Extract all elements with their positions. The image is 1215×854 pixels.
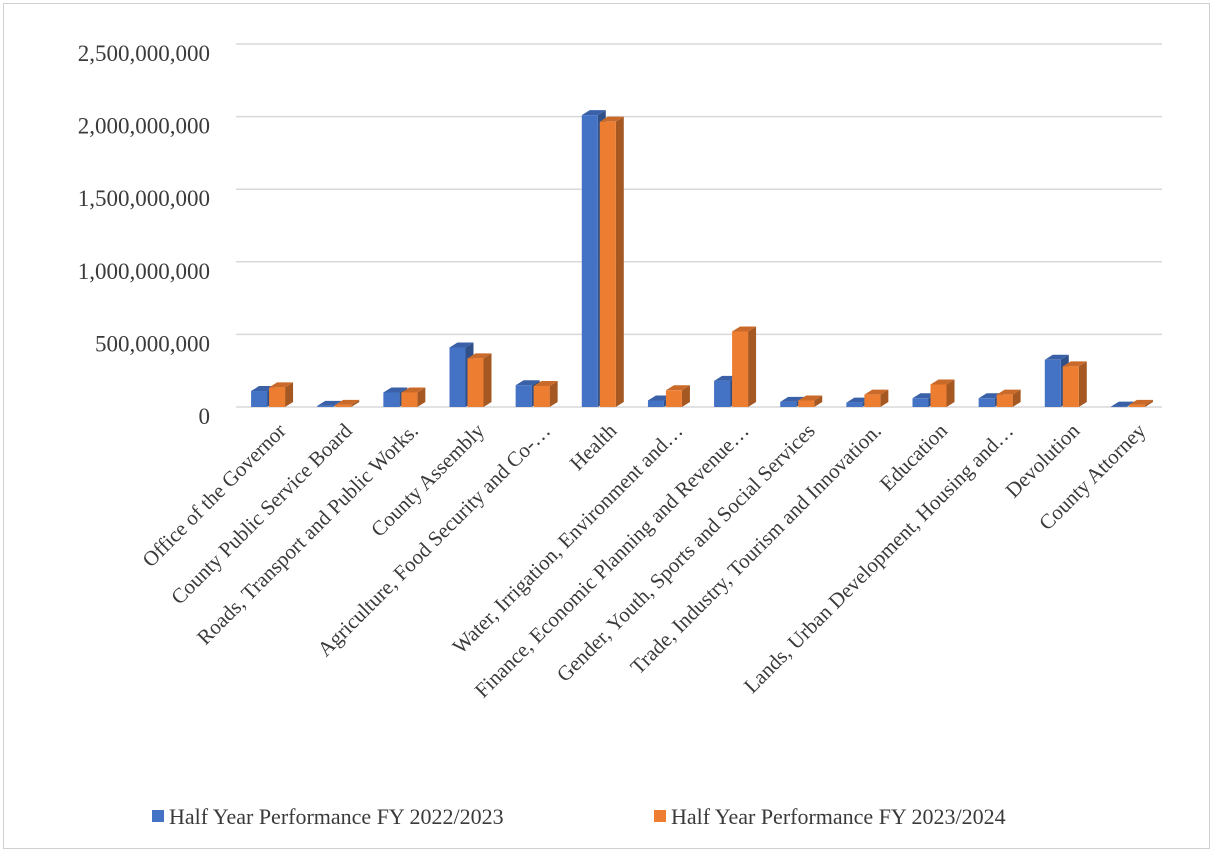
bar-fy2023-2024 [930,379,955,407]
y-tick-label: 500,000,000 [95,331,210,356]
legend-label: Half Year Performance FY 2023/2024 [671,804,1006,829]
legend-item: Half Year Performance FY 2022/2023 [152,804,504,829]
legend-swatch [654,810,666,822]
bar-fy2023-2024 [864,389,889,407]
x-category-label: County Assembly [366,418,489,541]
bar-fy2023-2024 [1128,399,1153,407]
bar-fy2023-2024 [533,380,558,407]
y-tick-label: 2,000,000,000 [78,114,210,139]
bar-fy2023-2024 [335,399,360,407]
chart-frame: 0 500,000,000 1,000,000,000 1,500,000,000 2,… [3,3,1210,849]
legend: Half Year Performance FY 2022/2023 Half Y… [152,804,1006,829]
x-category-label: Agriculture, Food Security and Co-… [313,419,556,662]
gridlines [236,43,1162,408]
x-category-label: Health [565,418,622,475]
bar-fy2023-2024 [665,385,690,407]
bars [251,110,1153,408]
y-axis-ticks: 0 500,000,000 1,000,000,000 1,500,000,000 2,… [78,41,210,429]
y-tick-label: 2,500,000,000 [78,41,210,66]
bar-fy2023-2024 [599,116,624,407]
bar-fy2023-2024 [1062,361,1087,407]
y-tick-label: 1,500,000,000 [78,186,210,211]
bar-fy2023-2024 [996,389,1021,407]
legend-swatch [152,810,164,822]
y-tick-label: 1,000,000,000 [78,259,210,284]
bar-fy2023-2024 [467,353,492,407]
bar-fy2023-2024 [269,382,294,407]
bar-fy2023-2024 [798,395,823,407]
y-tick-label: 0 [199,404,211,429]
bar-chart: 0 500,000,000 1,000,000,000 1,500,000,000 2,… [78,41,1162,829]
bar-fy2023-2024 [732,326,757,407]
bar-fy2023-2024 [401,387,426,407]
legend-item: Half Year Performance FY 2023/2024 [654,804,1006,829]
legend-label: Half Year Performance FY 2022/2023 [169,804,504,829]
